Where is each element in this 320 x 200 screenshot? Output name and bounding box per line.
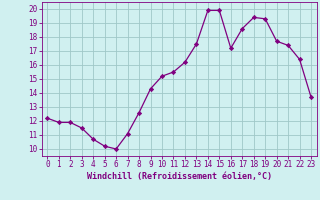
X-axis label: Windchill (Refroidissement éolien,°C): Windchill (Refroidissement éolien,°C) <box>87 172 272 181</box>
